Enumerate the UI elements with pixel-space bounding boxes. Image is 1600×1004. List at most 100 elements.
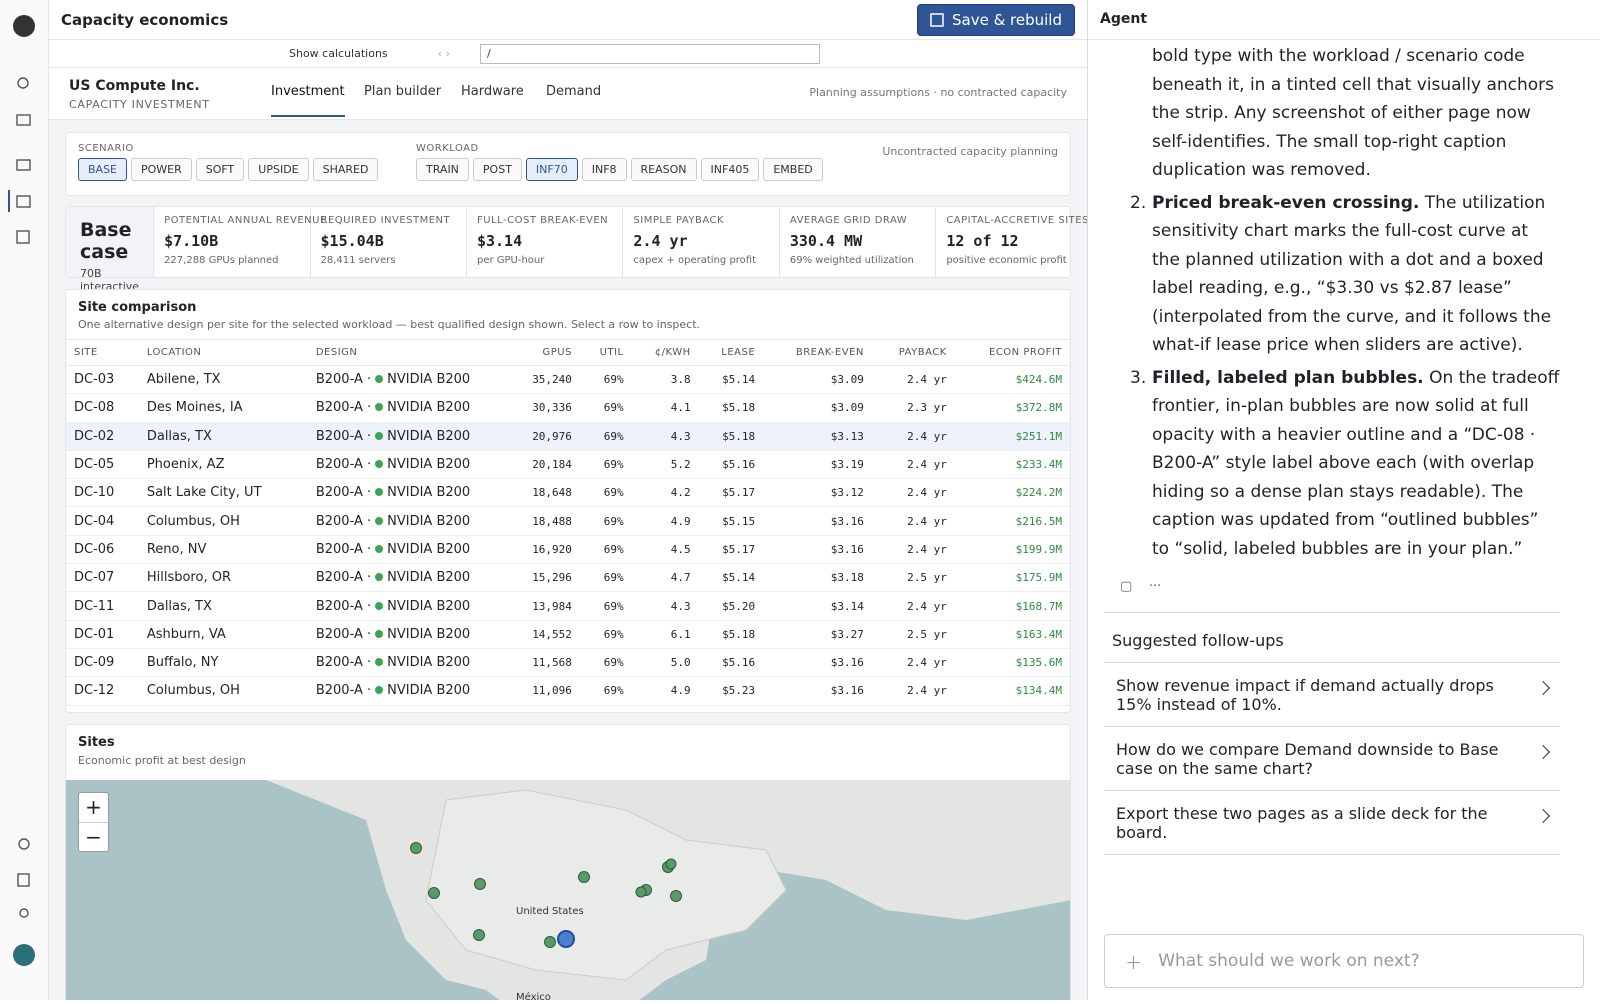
option-chip[interactable]: POST	[472, 158, 522, 181]
status-dot	[375, 658, 384, 667]
kpi-label: AVERAGE GRID DRAW	[789, 215, 908, 226]
tab[interactable]: Plan builder	[364, 84, 442, 99]
column-header[interactable]: GPUS	[507, 339, 580, 366]
table-row[interactable]: DC-10 Salt Lake City, UT B200-A · NVIDIA B2…	[66, 478, 1070, 508]
numeric-cell: 69%	[579, 450, 632, 480]
numeric-cell: 2.4 yr	[871, 422, 955, 451]
item-lead: Priced break-even crossing.	[1152, 192, 1420, 213]
table-row[interactable]: DC-04 Columbus, OH B200-A · NVIDIA B200 18,4…	[66, 506, 1070, 536]
company-bar: US Compute Inc. CAPACITY INVESTMENT Inve…	[49, 68, 1087, 120]
design-cell: B200-A · NVIDIA B200	[307, 506, 508, 536]
zoom-out[interactable]: −	[85, 825, 102, 849]
option-chip[interactable]: INF405	[700, 158, 760, 181]
kpi: REQUIRED INVESTMENT $15.04B 28,411 servers	[311, 207, 467, 277]
kpi-sub: 28,411 servers	[320, 255, 396, 266]
numeric-cell: 2.4 yr	[871, 478, 955, 508]
option-chip[interactable]: SHARED	[312, 158, 379, 181]
numeric-cell: 6.1	[631, 620, 699, 649]
numeric-cell: 69%	[579, 535, 632, 565]
table-row[interactable]: DC-09 Buffalo, NY B200-A · NVIDIA B200 11,56…	[66, 648, 1070, 678]
table-row[interactable]: DC-07 Hillsboro, OR B200-A · NVIDIA B200 15,…	[66, 563, 1070, 593]
table-row[interactable]: DC-06 Reno, NV B200-A · NVIDIA B200 16,920 69…	[66, 535, 1070, 565]
table-row[interactable]: DC-08 Des Moines, IA B200-A · NVIDIA B200 30…	[66, 393, 1070, 423]
column-header[interactable]: BREAK-EVEN	[763, 339, 872, 366]
design: B200-A ·	[315, 428, 372, 444]
numeric-cell: $3.16	[763, 506, 872, 536]
table-row[interactable]: DC-12 Columbus, OH B200-A · NVIDIA B200 11,0…	[66, 676, 1070, 706]
table-row[interactable]: DC-05 Phoenix, AZ B200-A · NVIDIA B200 20,18…	[66, 450, 1070, 480]
numeric-cell: $5.16	[698, 648, 764, 678]
more-actions[interactable]: ···	[1148, 579, 1162, 594]
tab[interactable]: Demand	[546, 84, 602, 99]
kpi-value: 12 of 12	[946, 232, 1019, 250]
numeric-cell: 15,296	[507, 563, 580, 593]
design-cell: B200-A · NVIDIA B200	[307, 620, 508, 649]
numeric-cell: $3.16	[763, 535, 872, 565]
zoom-in[interactable]: +	[79, 793, 108, 823]
numeric-cell: $5.14	[698, 563, 764, 593]
design: B200-A ·	[315, 400, 372, 416]
app-title: Capacity economics	[61, 10, 229, 29]
caption: Uncontracted capacity planning	[882, 145, 1058, 158]
table-row[interactable]: DC-03 Abilene, TX B200-A · NVIDIA B200 35,24…	[66, 365, 1070, 395]
show-calculations[interactable]: Show calculations	[289, 47, 388, 60]
followup-text: Show revenue impact if demand actually d…	[1116, 675, 1494, 714]
site-table-card: Site comparison One alternative design p…	[65, 289, 1071, 713]
column-header[interactable]: UTIL	[579, 339, 632, 366]
numeric-cell: $424.6M	[954, 365, 1070, 395]
numeric-cell: $216.5M	[954, 506, 1070, 536]
table-row[interactable]: DC-11 Dallas, TX B200-A · NVIDIA B200 13,984…	[66, 591, 1070, 621]
kpi-sub: 227,288 GPUs planned	[164, 255, 279, 266]
column-header[interactable]: SITE	[66, 339, 139, 366]
table-row[interactable]: DC-01 Ashburn, VA B200-A · NVIDIA B200 14,55…	[66, 620, 1070, 649]
design-cell: B200-A · NVIDIA B200	[307, 393, 508, 423]
numeric-cell: 5.0	[631, 648, 699, 678]
followup[interactable]: How do we compare Demand downside to Bas…	[1104, 727, 1560, 791]
column-header[interactable]: ECON PROFIT	[954, 339, 1070, 366]
numeric-cell: 16,920	[507, 535, 580, 565]
numeric-cell: 2.4 yr	[871, 648, 955, 678]
option-chip[interactable]: POWER	[131, 158, 192, 181]
followup[interactable]: Export these two pages as a slide deck f…	[1104, 791, 1560, 855]
design-cell: B200-A · NVIDIA B200	[307, 365, 508, 395]
sites-title: Sites	[78, 735, 115, 750]
option-chip[interactable]: REASON	[630, 158, 697, 181]
option-chip[interactable]: SOFT	[195, 158, 245, 181]
tab[interactable]: Investment	[271, 84, 345, 117]
location-cell: Dallas, TX	[138, 591, 308, 621]
numeric-cell: $3.14	[763, 591, 872, 621]
option-chip[interactable]: EMBED	[763, 158, 823, 181]
option-chip[interactable]: BASE	[78, 158, 128, 181]
followup[interactable]: Show revenue impact if demand actually d…	[1104, 663, 1560, 727]
column-header[interactable]: ¢/KWH	[631, 339, 699, 366]
agent-panel: Agent bold type with the workload / scen…	[1088, 0, 1600, 1000]
path-input[interactable]: /	[479, 43, 820, 64]
company-name: US Compute Inc.	[69, 78, 200, 94]
table-title: Site comparison	[78, 300, 197, 315]
item-number: 2.	[1130, 192, 1147, 213]
design: B200-A ·	[315, 570, 372, 586]
table-row[interactable]: DC-02 Dallas, TX B200-A · NVIDIA B200 20,976…	[66, 422, 1070, 451]
location-cell: Abilene, TX	[138, 365, 308, 395]
location-cell: Ashburn, VA	[138, 620, 308, 649]
save-button[interactable]: Save & rebuild	[916, 4, 1075, 36]
option-chip[interactable]: INF70	[525, 158, 578, 181]
tab[interactable]: Hardware	[461, 84, 524, 99]
column-header[interactable]: LEASE	[698, 339, 764, 366]
column-header[interactable]: LOCATION	[138, 339, 308, 366]
path-value: /	[486, 47, 491, 60]
kpi-sub: capex + operating profit	[633, 255, 757, 266]
table-subtitle: One alternative design per site for the …	[78, 318, 701, 331]
column-header[interactable]: DESIGN	[307, 339, 508, 366]
column-header[interactable]: PAYBACK	[871, 339, 955, 366]
site-cell: DC-03	[66, 365, 139, 395]
option-chip[interactable]: TRAIN	[416, 158, 469, 181]
numeric-cell: $135.6M	[954, 648, 1070, 678]
chat-input[interactable]: ＋ What should we work on next?	[1104, 934, 1584, 988]
site-cell: DC-04	[66, 506, 139, 536]
option-chip[interactable]: INF8	[581, 158, 627, 181]
option-chip[interactable]: UPSIDE	[248, 158, 309, 181]
location-cell: Columbus, OH	[138, 676, 308, 706]
numeric-cell: 4.2	[631, 478, 699, 508]
numeric-cell: 5.2	[631, 450, 699, 480]
